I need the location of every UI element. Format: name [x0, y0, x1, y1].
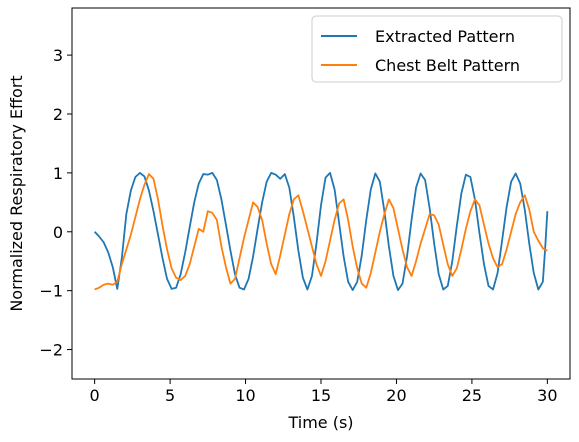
x-axis-title: Time (s) — [287, 413, 353, 432]
y-tick-label: 2 — [53, 105, 63, 124]
x-tick-label: 30 — [537, 386, 557, 405]
legend-label-chest-belt: Chest Belt Pattern — [375, 56, 520, 75]
y-tick-label: −1 — [39, 282, 63, 301]
x-tick-label: 10 — [235, 386, 255, 405]
legend-box — [311, 15, 563, 83]
y-tick-label: 0 — [53, 223, 63, 242]
y-tick-label: −2 — [39, 341, 63, 360]
legend: Extracted Pattern Chest Belt Pattern — [311, 15, 563, 83]
x-tick-label: 0 — [90, 386, 100, 405]
plot-frame — [71, 7, 571, 380]
y-tick-label: 1 — [53, 164, 63, 183]
legend-label-extracted: Extracted Pattern — [375, 27, 515, 46]
series-line-extracted — [93, 171, 549, 291]
x-tick-label: 15 — [311, 386, 331, 405]
series-layer — [93, 171, 549, 291]
x-tick-label: 25 — [462, 386, 482, 405]
series-line-chest-belt — [94, 173, 548, 291]
ticks-layer: 0 5 10 15 20 25 30 −2 −1 0 1 2 3 — [39, 46, 557, 405]
y-tick-label: 3 — [53, 46, 63, 65]
y-axis-title: Normalized Respiratory Effort — [7, 75, 26, 311]
x-tick-label: 20 — [386, 386, 406, 405]
x-tick-label: 5 — [165, 386, 175, 405]
